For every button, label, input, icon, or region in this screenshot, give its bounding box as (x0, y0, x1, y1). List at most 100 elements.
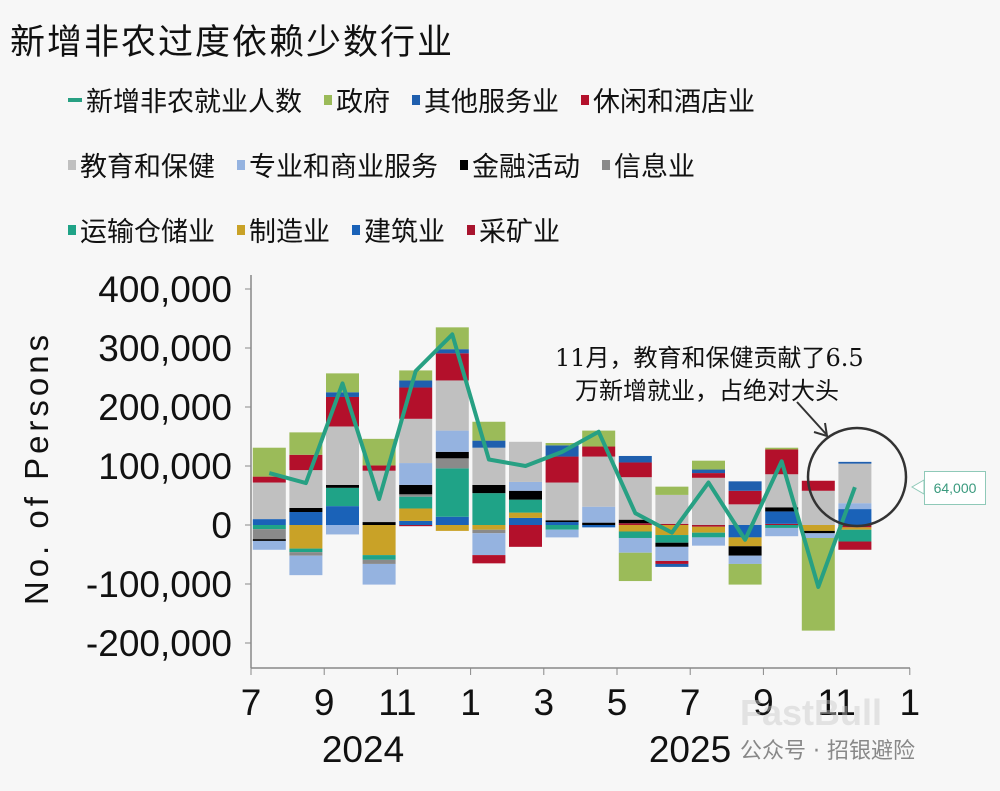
bar-segment (435, 468, 469, 517)
bar-segment (801, 525, 835, 531)
legend-label: 建筑业 (364, 217, 445, 248)
bar-segment (399, 508, 433, 521)
legend-item: 建筑业 (352, 210, 445, 249)
bar-segment (765, 527, 799, 537)
callout-pointer (911, 479, 925, 495)
legend-label: 信息业 (614, 152, 695, 183)
legend-swatch (68, 97, 82, 102)
bar-segment (399, 494, 433, 497)
y-axis-label: No. of Persons (18, 331, 55, 605)
bar-segment (545, 520, 579, 523)
bar-segment (435, 525, 469, 531)
bar-segment (289, 552, 323, 556)
legend-row: 新增非农就业人数 政府 其他服务业 休闲和酒店业 (68, 80, 755, 119)
bar-segment (618, 525, 652, 532)
bar-segment (545, 529, 579, 538)
bar-segment (582, 506, 616, 523)
y-tick-label: 200,000 (98, 387, 232, 428)
legend-item: 制造业 (237, 210, 330, 249)
legend-item: 采矿业 (467, 210, 560, 249)
y-tick-label: 300,000 (98, 328, 232, 369)
bar-segment (692, 460, 725, 470)
bar-segment (362, 555, 396, 560)
bar-segment (252, 476, 286, 483)
bar-segment (765, 523, 799, 525)
legend-swatch (68, 224, 76, 235)
bar-segment (472, 484, 506, 494)
bar-segment (692, 469, 725, 474)
x-tick-label: 7 (241, 682, 262, 723)
bar-segment (728, 537, 762, 547)
y-tick-label: 400,000 (98, 269, 232, 310)
bar-segment (765, 447, 799, 450)
bar-segment (655, 546, 689, 561)
bar-segment (435, 430, 469, 452)
legend-label: 新增非农就业人数 (86, 87, 302, 118)
bar-segment (728, 563, 762, 585)
bar-segment (728, 546, 762, 556)
year-label: 2024 (322, 729, 404, 770)
bar-segment (618, 552, 652, 582)
bar-segment (472, 493, 506, 525)
legend-swatch (581, 94, 589, 105)
legend-item: 休闲和酒店业 (581, 80, 755, 119)
x-tick-label: 9 (753, 682, 774, 723)
bar-segment (618, 531, 652, 538)
legend-item: 专业和商业服务 (237, 145, 438, 184)
bar-segment (692, 532, 725, 538)
bar-segment (618, 455, 652, 463)
bar-segment (655, 542, 689, 547)
bar-segment (399, 380, 433, 388)
bar-segment (289, 555, 323, 576)
bar-segment (509, 525, 542, 547)
bar-segment (326, 484, 359, 488)
legend-swatch (460, 159, 468, 170)
bar-segment (838, 529, 872, 542)
y-tick-label: -100,000 (86, 564, 232, 605)
highlight-circle (806, 426, 908, 528)
bar-segment (399, 520, 433, 525)
bar-segment (509, 490, 542, 500)
bar-segment (509, 517, 542, 525)
legend-item: 政府 (324, 80, 390, 119)
bar-segment (545, 482, 579, 521)
x-tick-label: 9 (314, 682, 335, 723)
bar-segment (472, 555, 506, 564)
bar-segment (435, 349, 469, 354)
legend-swatch (602, 159, 610, 170)
bar-segment (618, 462, 652, 478)
bar-segment (289, 525, 323, 549)
bar-segment (728, 490, 762, 505)
bar-segment (838, 503, 872, 510)
legend-label: 金融活动 (472, 152, 580, 183)
bar-segment (692, 473, 725, 478)
arrow-head-icon (813, 422, 829, 438)
bar-segment (618, 523, 652, 525)
bar-segment (362, 465, 396, 471)
bar-segment (326, 392, 359, 397)
bar-segment (545, 456, 579, 483)
bar-segment (838, 461, 872, 464)
y-tick-label: 100,000 (98, 446, 232, 487)
bar-segment (362, 563, 396, 585)
bar-segment (582, 456, 616, 507)
bar-segment (435, 451, 469, 459)
bar-segment (289, 512, 323, 525)
bar-segment (289, 470, 323, 508)
bar-segment (362, 559, 396, 564)
bar-segment (326, 487, 359, 507)
bar-segment (801, 530, 835, 534)
legend-label: 专业和商业服务 (249, 152, 438, 183)
bar-segment (765, 511, 799, 524)
bar-segment (838, 541, 872, 550)
bar-segment (326, 426, 359, 485)
bar-segment (655, 560, 689, 564)
x-tick-label: 3 (534, 682, 555, 723)
bar-segment (399, 525, 433, 527)
legend-swatch (237, 224, 245, 235)
bar-segment (692, 537, 725, 546)
bar-segment (399, 496, 433, 509)
bar-segment (362, 525, 396, 556)
total-payrolls-line (268, 332, 857, 589)
